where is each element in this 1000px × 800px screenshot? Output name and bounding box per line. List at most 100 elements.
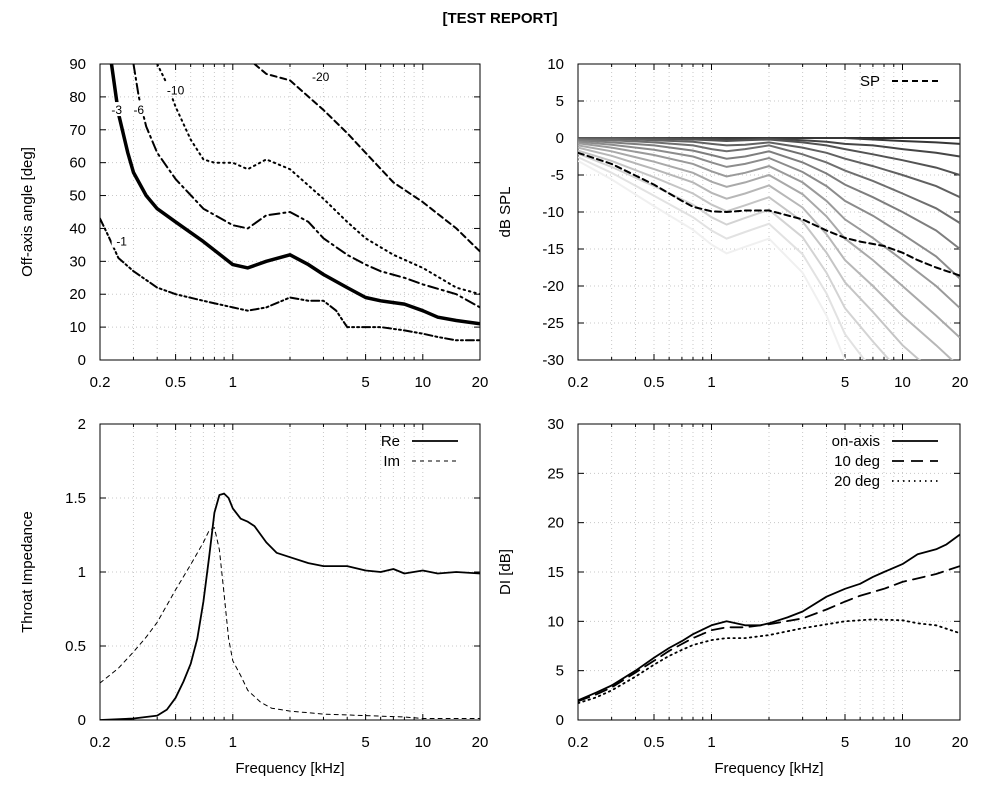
x-tick-label: 0.2 (90, 374, 111, 391)
y-tick-label: 20 (547, 515, 564, 532)
y-tick-label: 0 (556, 712, 564, 729)
family-line (578, 142, 960, 309)
x-tick-label: 20 (472, 374, 489, 391)
y-tick-label: 40 (69, 220, 86, 237)
contour-label-bg (161, 82, 190, 97)
y-tick-label: 0 (78, 712, 86, 729)
chart-directivity-contour: 0.2 0.5 1 5 10 20 0 10 20 30 40 50 60 70 80 90 Off-axis … (19, 56, 488, 391)
y-tick-label: 10 (547, 613, 564, 630)
x-tick-label: 20 (952, 734, 969, 751)
plot-area (578, 533, 960, 705)
family-line (578, 149, 921, 360)
x-tick-label: 1 (229, 734, 237, 751)
family-line (578, 156, 866, 360)
y-tick-label: -20 (542, 278, 564, 295)
y-tick-label: 1.5 (65, 490, 86, 507)
x-tick-label: 10 (894, 734, 911, 751)
y-tick-label: 60 (69, 155, 86, 172)
family-line (578, 146, 954, 360)
plot-area (100, 64, 480, 342)
family-line (578, 137, 960, 176)
y-tick-label: 1 (78, 564, 86, 581)
family-line (578, 144, 960, 339)
x-tick-label: 5 (841, 734, 849, 751)
y-tick-label: -5 (551, 167, 564, 184)
legend-label: Im (383, 453, 400, 470)
series-line (100, 217, 480, 342)
y-tick-label: 0 (556, 130, 564, 147)
x-tick-label: 0.5 (165, 374, 186, 391)
x-tick-label: 10 (414, 374, 431, 391)
chart-throat-impedance: 0.2 0.5 1 5 10 20 0 0.5 1 1.5 2 Throat Impedance Fre… (19, 416, 488, 777)
y-tick-label: -25 (542, 315, 564, 332)
y-tick-label: 0 (78, 352, 86, 369)
y-tick-label: 15 (547, 564, 564, 581)
family-line (578, 160, 847, 360)
legend-label: 20 deg (834, 473, 880, 490)
x-tick-label: 10 (894, 374, 911, 391)
y-tick-label: 90 (69, 56, 86, 73)
x-tick-label: 0.5 (165, 734, 186, 751)
x-axis-label: Frequency [kHz] (714, 760, 823, 777)
y-tick-label: -30 (542, 352, 564, 369)
y-tick-label: 25 (547, 465, 564, 482)
legend-label: on-axis (832, 433, 880, 450)
family-line (578, 140, 960, 280)
plot-area (578, 137, 960, 360)
series-line (100, 527, 480, 719)
y-axis-label: Throat Impedance (19, 511, 36, 633)
x-axis-label: Frequency [kHz] (235, 760, 344, 777)
y-tick-label: 10 (69, 319, 86, 336)
y-tick-label: 20 (69, 286, 86, 303)
x-tick-label: 0.5 (644, 374, 665, 391)
y-tick-label: 5 (556, 663, 564, 680)
y-tick-label: 30 (69, 253, 86, 270)
series-line (132, 64, 480, 309)
x-tick-label: 5 (361, 734, 369, 751)
family-line (578, 139, 960, 250)
contour-label-bg (306, 69, 335, 84)
x-tick-label: 20 (472, 734, 489, 751)
contour-label-bg (128, 102, 149, 117)
x-tick-label: 0.2 (568, 734, 589, 751)
x-tick-label: 5 (841, 374, 849, 391)
y-tick-label: 10 (547, 56, 564, 73)
y-tick-label: 30 (547, 416, 564, 433)
contour-label: -1 (116, 235, 127, 249)
series-line (253, 64, 480, 253)
x-tick-label: 0.2 (90, 734, 111, 751)
x-tick-label: 1 (229, 374, 237, 391)
x-tick-label: 10 (414, 734, 431, 751)
series-line (100, 492, 480, 720)
y-tick-label: -15 (542, 241, 564, 258)
contour-label: -3 (111, 103, 122, 117)
y-tick-label: 5 (556, 93, 564, 110)
x-tick-label: 5 (361, 374, 369, 391)
contour-label-bg (111, 233, 132, 248)
x-tick-label: 1 (707, 374, 715, 391)
y-tick-label: 0.5 (65, 638, 86, 655)
series-line (578, 618, 960, 705)
x-tick-label: 20 (952, 374, 969, 391)
y-axis-label: DI [dB] (497, 549, 514, 595)
series-line (156, 64, 480, 296)
contour-label-bg (106, 102, 127, 117)
contour-label: -20 (312, 70, 330, 84)
y-tick-label: 50 (69, 188, 86, 205)
y-tick-label: 2 (78, 416, 86, 433)
family-line (578, 152, 891, 360)
series-line (578, 533, 960, 702)
series-line (578, 565, 960, 703)
y-axis-label: Off-axis angle [deg] (19, 147, 36, 277)
contour-label: -10 (167, 83, 185, 97)
chart-spl-response: 0.2 0.5 1 5 10 20 -30 -25 -20 -15 -10 -5 0 5 10 dB SPL S… (497, 56, 969, 391)
y-tick-label: 80 (69, 89, 86, 106)
family-line (578, 138, 960, 224)
plot-area (100, 492, 480, 720)
family-line (578, 137, 960, 199)
report-title: [TEST REPORT] (442, 10, 558, 27)
series-line (109, 64, 480, 326)
